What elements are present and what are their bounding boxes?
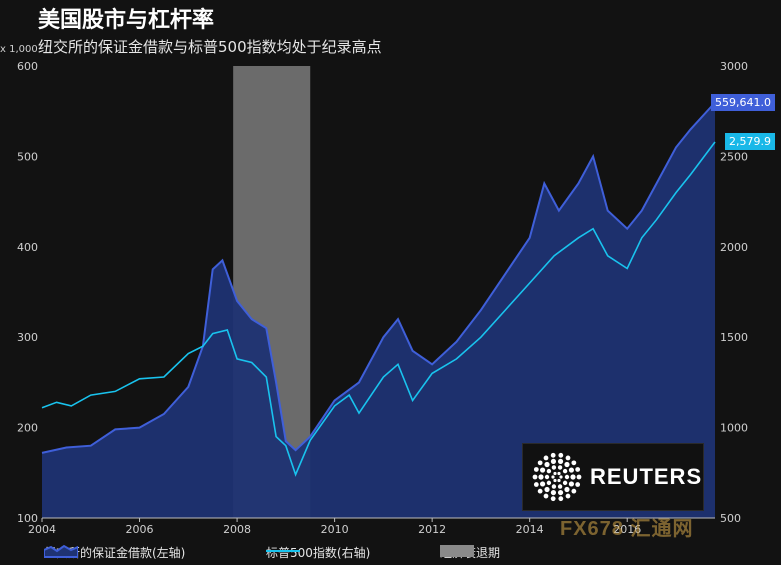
reuters-dot xyxy=(565,493,571,499)
reuters-dot xyxy=(533,482,539,487)
right-tick-label: 1500 xyxy=(720,331,748,344)
reuters-dot xyxy=(575,482,581,487)
x-tick-label: 2006 xyxy=(126,523,154,536)
chart-title: 美国股市与杠杆率 xyxy=(38,8,215,33)
left-tick-label: 300 xyxy=(17,331,38,344)
legend-recession-swatch-icon xyxy=(440,545,474,557)
margin-line xyxy=(41,101,716,454)
right-tick-label: 3000 xyxy=(720,60,748,73)
reuters-dot xyxy=(568,481,575,487)
spx-last-value-badge: 2,579.9 xyxy=(725,132,775,150)
spx-line xyxy=(41,141,716,477)
x-tick-label: 2008 xyxy=(223,523,251,536)
legend-item-recession: 经济衰退期 xyxy=(440,544,500,561)
x-tick-label: 2010 xyxy=(321,523,349,536)
reuters-dot xyxy=(562,468,568,474)
x-tick-label: 2016 xyxy=(613,523,641,536)
reuters-dot xyxy=(550,496,556,502)
reuters-dot xyxy=(557,458,564,465)
x-tick-label: 2012 xyxy=(418,523,446,536)
reuters-dot xyxy=(558,496,564,502)
x-tick-label: 2004 xyxy=(28,523,56,536)
reuters-dot xyxy=(559,475,563,479)
reuters-dot xyxy=(557,465,563,470)
reuters-dot xyxy=(538,474,544,480)
reuters-dot xyxy=(557,489,564,496)
spx-line-layer xyxy=(41,141,716,477)
reuters-dot xyxy=(551,475,555,479)
reuters-dot xyxy=(553,471,557,476)
reuters-dot xyxy=(576,474,582,480)
legend-label-spx: 标普500指数(右轴) xyxy=(266,546,371,560)
left-tick-label: 100 xyxy=(17,512,38,525)
reuters-dot xyxy=(539,467,546,473)
left-tick-label: 600 xyxy=(17,60,38,73)
fx678-watermark: FX678 汇通网 xyxy=(560,518,694,540)
reuters-dot xyxy=(533,467,539,472)
legend-label-margin: 纽交所的保证金借款(左轴) xyxy=(44,546,186,560)
right-tick-label: 2500 xyxy=(720,150,748,163)
reuters-dot xyxy=(562,480,568,486)
reuters-dot xyxy=(564,486,570,493)
legend-item-margin: 纽交所的保证金借款(左轴) xyxy=(44,544,185,561)
reuters-dot xyxy=(550,452,556,458)
margin-last-value-badge: 559,641.0 xyxy=(711,93,775,111)
reuters-dot xyxy=(571,488,577,494)
reuters-dot xyxy=(539,481,546,487)
left-axis-unit: x 1,000 xyxy=(0,44,38,55)
reuters-dot xyxy=(553,478,557,483)
reuters-dot xyxy=(557,484,563,489)
reuters-dot-icon xyxy=(532,452,582,502)
reuters-logo-text: REUTERS xyxy=(590,464,703,489)
reuters-dot xyxy=(550,458,557,465)
legend-line-swatch-icon xyxy=(266,550,300,552)
left-tick-label: 400 xyxy=(17,241,38,254)
right-tick-label: 1000 xyxy=(720,422,748,435)
reuters-dot xyxy=(551,465,557,470)
reuters-dot xyxy=(532,474,538,480)
reuters-dot xyxy=(546,480,552,486)
left-tick-label: 200 xyxy=(17,422,38,435)
reuters-dot xyxy=(568,467,575,473)
x-tick-label: 2014 xyxy=(516,523,544,536)
axis-layer: 100 200 300 400 500 600 500 1000 1500 2000 2500 300… xyxy=(17,60,748,536)
reuters-dot xyxy=(557,478,561,483)
reuters-dot xyxy=(557,471,561,476)
reuters-dot xyxy=(544,486,550,493)
margin-area-layer xyxy=(41,101,716,518)
reuters-dot xyxy=(570,474,576,480)
reuters-dot xyxy=(537,460,543,466)
reuters-dot xyxy=(558,452,564,458)
chart-legend: 纽交所的保证金借款(左轴) 标普500指数(右轴) 经济衰退期 xyxy=(0,544,781,562)
chart-subtitle: 纽交所的保证金借款与标普500指数均处于纪录高点 xyxy=(38,38,382,56)
reuters-dot xyxy=(544,474,550,480)
reuters-logo: REUTERS xyxy=(522,443,704,511)
reuters-dot xyxy=(544,461,550,468)
reuters-dot xyxy=(543,493,549,499)
reuters-dot xyxy=(564,461,570,468)
reuters-dot xyxy=(571,460,577,466)
reuters-dot xyxy=(550,489,557,496)
left-tick-label: 500 xyxy=(17,150,38,163)
reuters-dot xyxy=(546,468,552,474)
reuters-dot xyxy=(551,484,557,489)
reuters-dot xyxy=(565,455,571,461)
right-tick-label: 2000 xyxy=(720,241,748,254)
reuters-dot xyxy=(537,488,543,494)
legend-area-swatch-icon xyxy=(44,544,78,558)
right-tick-label: 500 xyxy=(720,512,741,525)
reuters-dot xyxy=(543,455,549,461)
legend-item-spx: 标普500指数(右轴) xyxy=(266,544,370,561)
reuters-dot xyxy=(575,467,581,472)
margin-area xyxy=(42,102,715,518)
reuters-dot xyxy=(564,474,570,480)
